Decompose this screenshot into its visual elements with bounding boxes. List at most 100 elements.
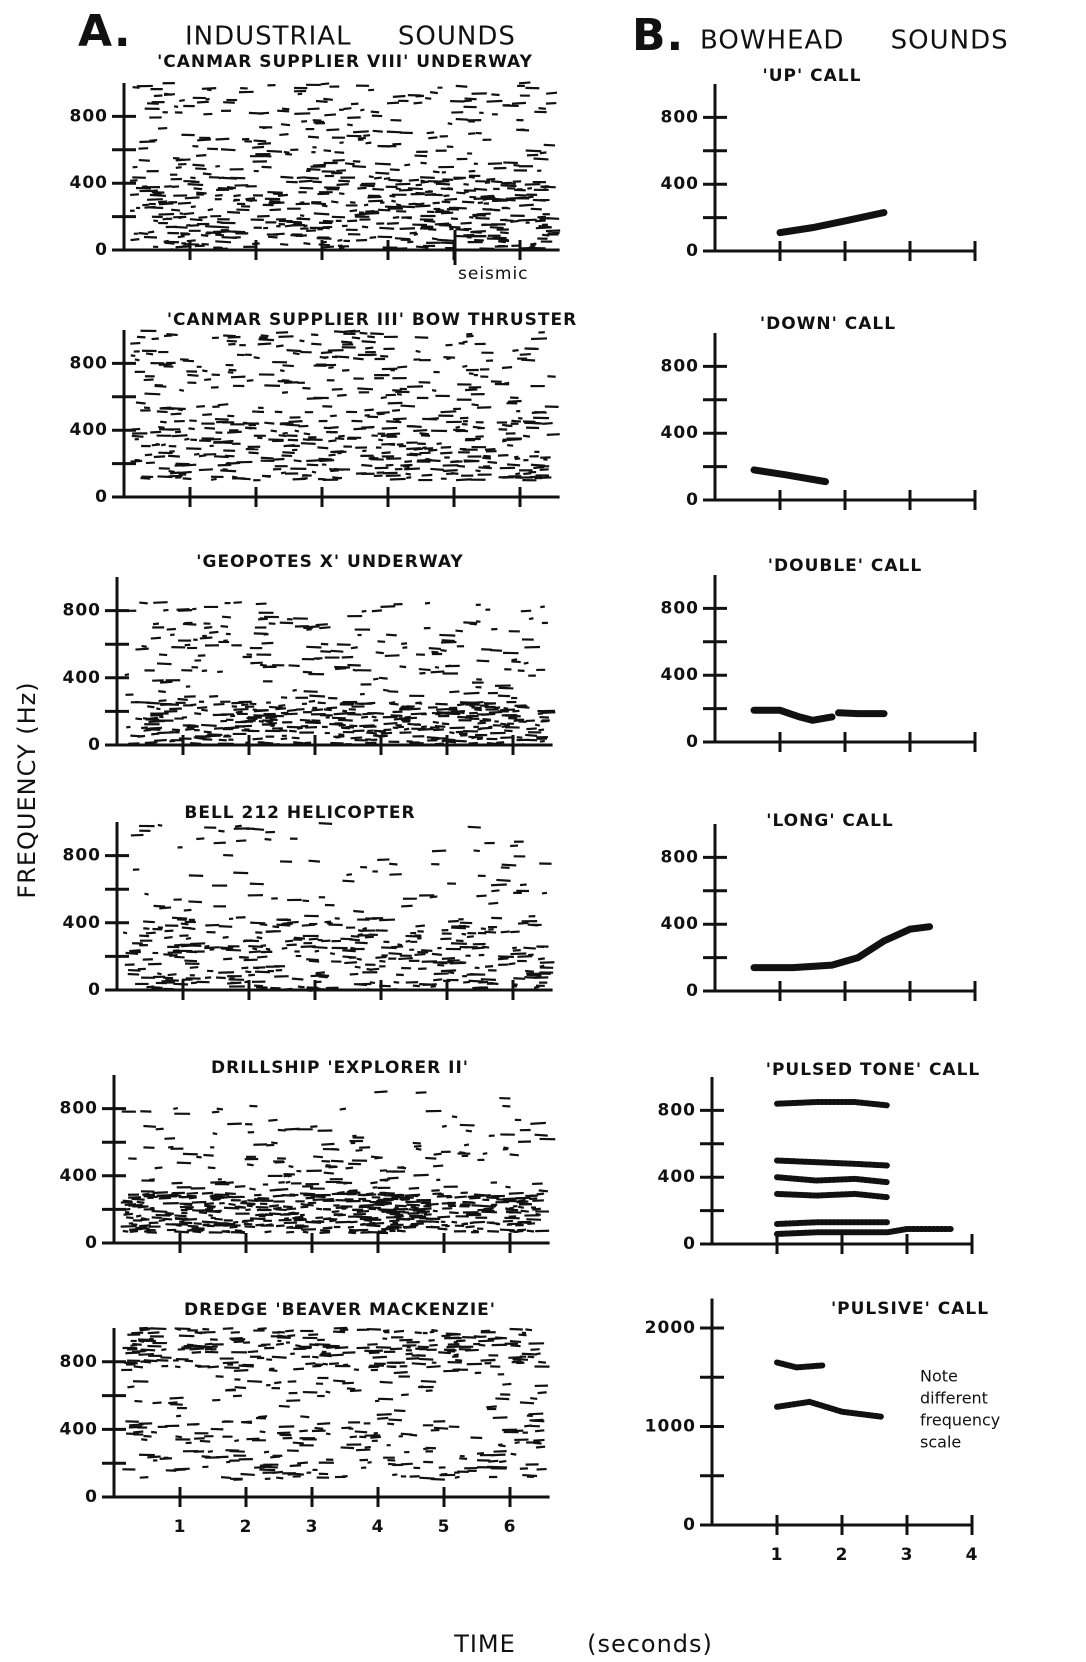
spectrogram-texture	[208, 1214, 214, 1217]
spectrogram-texture	[359, 724, 375, 728]
spectrogram-texture	[297, 985, 305, 989]
spectrogram-texture	[480, 1204, 496, 1208]
spectrogram-texture	[173, 105, 179, 108]
spectrogram-texture	[252, 737, 263, 741]
spectrogram-texture	[191, 1200, 207, 1204]
panel-title: 'GEOPOTES X' UNDERWAY	[196, 552, 463, 572]
spectrogram-texture	[502, 1147, 508, 1151]
spectrogram-texture	[173, 1106, 179, 1111]
spectrogram-texture	[367, 195, 382, 199]
spectrogram-texture	[455, 478, 472, 482]
spectrogram-texture	[542, 233, 550, 237]
spectrogram-texture	[430, 670, 445, 674]
y-tick-label: 400	[63, 913, 102, 933]
y-tick-label: 0	[85, 1233, 98, 1253]
spectrogram-texture	[518, 1333, 527, 1337]
y-tick-label: 400	[60, 1166, 99, 1186]
spectrogram-texture	[158, 699, 167, 703]
spectrogram-texture	[363, 203, 369, 207]
spectrogram-texture	[514, 457, 521, 461]
spectrogram-texture	[401, 705, 414, 709]
x-tick-label: 4	[372, 1517, 385, 1537]
spectrogram-texture	[286, 349, 302, 353]
spectrogram-texture	[267, 190, 283, 194]
spectrogram-texture	[131, 1197, 145, 1201]
spectrogram-texture	[227, 1122, 242, 1126]
spectrogram-texture	[329, 722, 345, 726]
spectrogram-texture	[342, 709, 348, 713]
y-tick-label: 800	[70, 353, 109, 373]
spectrogram-texture	[320, 650, 332, 653]
spectrogram-texture	[313, 1155, 323, 1159]
spectrogram-texture	[258, 1344, 267, 1348]
spectrogram-texture	[381, 426, 398, 430]
spectrogram-texture	[454, 1475, 460, 1479]
y-tick-label: 800	[63, 601, 102, 621]
spectrogram-texture	[500, 184, 517, 188]
spectrogram-texture	[148, 726, 163, 730]
spectrogram-texture	[281, 107, 290, 111]
spectrogram-texture	[421, 725, 427, 729]
spectrogram-texture	[358, 138, 364, 142]
spectrogram-texture	[275, 1342, 285, 1346]
spectrogram-texture	[380, 605, 396, 609]
spectrogram-texture	[174, 1365, 181, 1369]
spectrogram-texture	[347, 116, 361, 120]
spectrogram-texture	[431, 1328, 438, 1333]
spectrogram-texture	[220, 148, 236, 152]
spectrogram-texture	[328, 439, 337, 443]
spectrogram-texture	[441, 1124, 447, 1128]
spectrogram-texture	[525, 1328, 533, 1332]
spectrogram-texture	[330, 649, 344, 653]
spectrogram-texture	[456, 464, 466, 468]
spectrogram-texture	[157, 200, 168, 204]
spectrogram-texture	[538, 728, 545, 732]
spectrogram-texture	[320, 351, 333, 355]
spectrogram-texture	[177, 408, 184, 412]
spectrogram-texture	[274, 1381, 282, 1385]
spectrogram-texture	[302, 1203, 314, 1207]
spectrogram-texture	[372, 733, 378, 737]
spectrogram-texture	[139, 601, 148, 605]
spectrogram-texture	[184, 437, 190, 441]
spectrogram-texture	[406, 1357, 420, 1361]
spectrogram-texture	[259, 1430, 266, 1434]
spectrogram-texture	[338, 733, 345, 737]
spectrogram-texture	[333, 712, 348, 716]
spectrogram-texture	[533, 1438, 545, 1442]
spectrogram-texture	[437, 963, 445, 967]
spectrogram-texture	[484, 447, 496, 451]
spectrogram-texture	[289, 729, 297, 733]
spectrogram-texture	[277, 109, 290, 113]
spectrogram-texture	[257, 436, 263, 440]
spectrogram-texture	[407, 187, 423, 191]
spectrogram-texture	[218, 925, 233, 928]
spectrogram-texture	[151, 1216, 162, 1220]
spectrogram-texture	[475, 469, 481, 473]
x-tick-label: 3	[901, 1545, 914, 1565]
spectrogram-texture	[224, 1192, 236, 1196]
spectrogram-texture	[382, 1329, 390, 1333]
spectrogram-texture	[419, 432, 430, 436]
spectrogram-texture	[181, 463, 197, 467]
spectrogram-texture	[278, 1404, 290, 1408]
spectrogram-texture	[528, 953, 534, 957]
spectrogram-texture	[328, 426, 339, 430]
spectrogram-texture	[245, 426, 252, 430]
y-tick-label: 400	[661, 665, 700, 685]
spectrogram-texture	[403, 465, 410, 469]
spectrogram-texture	[441, 956, 456, 960]
spectrogram-texture	[477, 721, 486, 725]
spectrogram-texture	[255, 1213, 264, 1217]
spectrogram-texture	[365, 141, 372, 145]
spectrogram-texture	[384, 1227, 400, 1231]
spectrogram-texture	[542, 421, 553, 425]
spectrogram-texture	[451, 1220, 458, 1224]
spectrogram-texture	[499, 1228, 515, 1232]
spectrogram-texture	[523, 661, 529, 665]
spectrogram-texture	[449, 1211, 459, 1215]
spectrogram-texture	[403, 205, 416, 209]
spectrogram-texture	[152, 1401, 162, 1405]
spectrogram-texture	[158, 653, 168, 657]
spectrogram-texture	[467, 825, 481, 829]
